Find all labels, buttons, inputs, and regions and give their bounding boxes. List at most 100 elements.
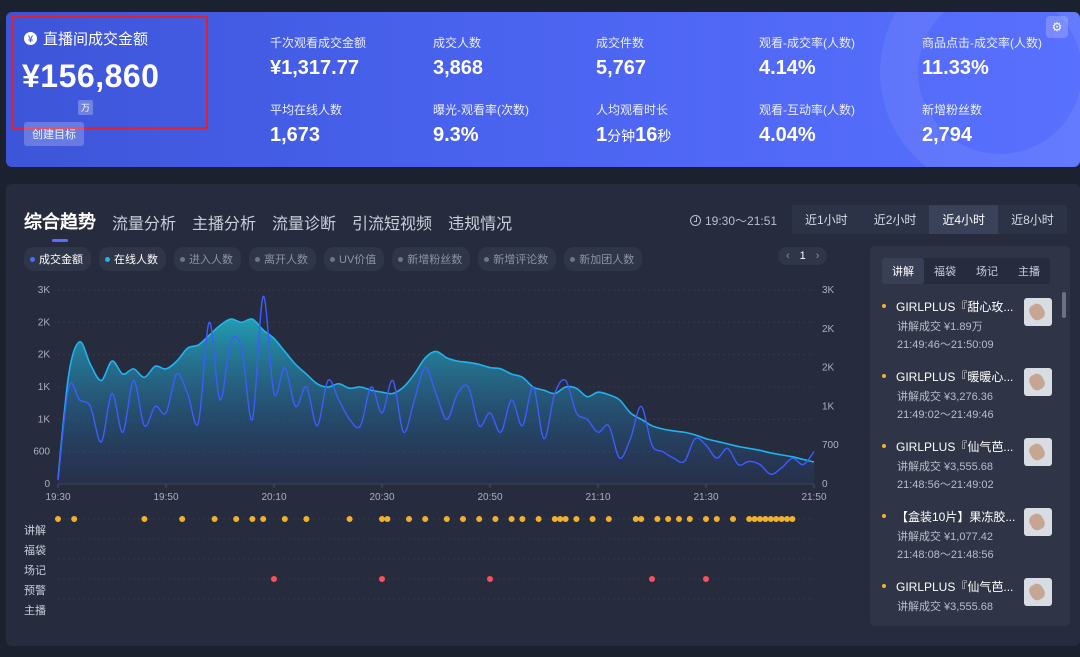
legend-chip[interactable]: 新增粉丝数 — [392, 247, 471, 271]
online-viewers-line — [57, 318, 815, 479]
legend-chip[interactable]: 离开人数 — [249, 247, 316, 271]
period-1h[interactable]: 近1小时 — [792, 205, 861, 234]
kpi-value: 4.04% — [759, 124, 816, 146]
legend-chip[interactable]: 新增评论数 — [478, 247, 557, 271]
y-left-tick-label: 600 — [33, 447, 50, 458]
item-bullet — [882, 374, 886, 378]
x-tick-label: 20:50 — [477, 492, 502, 503]
explain-marker — [632, 516, 639, 522]
tab-traffic-diagnosis[interactable]: 流量诊断 — [272, 216, 337, 233]
legend-chip[interactable]: 在线人数 — [99, 247, 166, 271]
tab-anchor-analysis[interactable]: 主播分析 — [192, 216, 257, 233]
legend-chip[interactable]: 新加团人数 — [564, 247, 643, 271]
legend-dot — [398, 256, 404, 262]
explain-sales: 讲解成交 ¥3,276.36 — [897, 391, 993, 403]
kpi-value: 5,767 — [596, 57, 647, 79]
main-kpi-value: ¥156,860 — [22, 58, 160, 94]
explain-marker — [789, 516, 796, 522]
kpi-label: 成交人数 — [433, 36, 482, 50]
main-kpi-highlight — [11, 16, 208, 129]
kpi-label: 平均在线人数 — [270, 103, 343, 117]
kpi-label: 成交件数 — [596, 36, 645, 50]
legend-chip[interactable]: UV价值 — [324, 247, 385, 271]
explain-marker — [573, 516, 580, 522]
tab-violations[interactable]: 违规情况 — [448, 216, 513, 233]
kpi-buyers: 成交人数 3,868 — [433, 34, 483, 80]
period-4h[interactable]: 近4小时 — [929, 205, 999, 234]
y-right-tick-label: 1K — [822, 401, 835, 412]
explain-marker — [55, 516, 61, 522]
y-left-tick-label: 2K — [38, 350, 51, 361]
explain-marker — [730, 516, 736, 522]
tab-short-video[interactable]: 引流短视频 — [352, 216, 433, 233]
product-name: 【盒装10片】果冻胶... — [896, 510, 1016, 524]
kpi-label: 人均观看时长 — [596, 103, 669, 117]
legend-chip[interactable]: 成交金额 — [24, 247, 91, 271]
kpi-value: 2,794 — [922, 124, 973, 146]
product-thumbnail — [1024, 368, 1052, 396]
kpi-avg-online: 平均在线人数 1,673 — [270, 101, 342, 147]
kpi-banner: ⚙ ¥ 直播间成交金额 ¥156,860 万 创建目标 千次观看成交金额 ¥1,… — [6, 12, 1080, 167]
explain-marker — [492, 516, 499, 522]
explain-marker — [249, 516, 256, 522]
trend-chart[interactable]: 0 600 1K 1K 2K 2K 3K 0 700 1K 2K 2K 3K 19:30 19:50 20:1… — [6, 276, 856, 616]
legend-dot — [105, 256, 110, 262]
explain-time: 21:49:46～21:50:09 — [897, 339, 994, 351]
side-scrollbar[interactable] — [1062, 292, 1066, 318]
explain-marker — [281, 516, 288, 522]
period-2h[interactable]: 近2小时 — [860, 205, 930, 234]
explain-sales: 讲解成交 ¥1.89万 — [897, 321, 983, 333]
explain-marker — [233, 516, 240, 522]
product-name: GIRLPLUS『暖暖心... — [896, 370, 1014, 384]
explain-marker — [605, 516, 612, 522]
explain-marker — [551, 516, 558, 522]
explain-side-panel: 讲解 福袋 场记 主播 GIRLPLUS『甜心玫... 讲解成交 ¥1.89万 … — [870, 246, 1070, 626]
explain-marker — [665, 516, 672, 522]
side-tab-notes[interactable]: 场记 — [976, 266, 998, 278]
tab-overall-trend[interactable]: 综合趋势 — [24, 208, 96, 242]
kpi-label: 千次观看成交金额 — [270, 36, 367, 50]
explain-marker — [141, 516, 148, 522]
side-tab-explain[interactable]: 讲解 — [882, 258, 924, 284]
explain-time: 21:48:08～21:48:56 — [897, 549, 994, 561]
explain-marker — [384, 516, 391, 522]
side-tab-lucky-bag[interactable]: 福袋 — [934, 266, 956, 278]
explain-marker — [535, 516, 542, 522]
create-target-button[interactable]: 创建目标 — [24, 122, 84, 146]
prev-page-button[interactable]: ‹ — [786, 250, 790, 262]
x-tick-label: 21:30 — [693, 492, 718, 503]
explain-marker — [773, 516, 780, 522]
y-right-tick-label: 2K — [822, 324, 835, 335]
legend-label: 成交金额 — [39, 254, 83, 266]
next-page-button[interactable]: › — [815, 250, 820, 262]
product-thumbnail — [1024, 508, 1052, 536]
y-right-tick-label: 0 — [822, 479, 828, 490]
kpi-value: 1分钟16秒 — [596, 124, 671, 147]
side-tab-anchor[interactable]: 主播 — [1018, 266, 1040, 278]
kpi-label: 新增粉丝数 — [922, 103, 983, 117]
explain-marker — [211, 516, 218, 522]
time-range: 19:30～21:51 — [690, 212, 777, 229]
explain-marker — [638, 516, 645, 522]
x-tick-label: 20:30 — [369, 492, 394, 503]
kpi-label: 观看-成交率(人数) — [759, 36, 855, 50]
kpi-click-conversion: 商品点击-成交率(人数) 11.33% — [922, 34, 1042, 80]
legend-label: 在线人数 — [114, 254, 158, 266]
explain-marker — [686, 516, 693, 522]
explain-marker — [303, 516, 310, 522]
kpi-value-minutes: 1 — [596, 124, 608, 146]
legend-chip[interactable]: 进入人数 — [174, 247, 241, 271]
yen-icon: ¥ — [24, 32, 37, 45]
explain-marker — [757, 516, 763, 522]
period-8h[interactable]: 近8小时 — [998, 205, 1067, 234]
product-name: GIRLPLUS『甜心玫... — [896, 300, 1014, 314]
time-range-text: 19:30～21:51 — [705, 214, 778, 228]
tab-traffic-analysis[interactable]: 流量分析 — [112, 216, 177, 233]
settings-gear-icon[interactable]: ⚙ — [1046, 16, 1068, 38]
kpi-value: 4.14% — [759, 57, 816, 79]
legend-dot — [255, 256, 260, 262]
explain-marker — [379, 516, 385, 522]
legend-dot — [30, 256, 35, 262]
warning-marker — [379, 576, 385, 582]
kpi-label: 商品点击-成交率(人数) — [922, 36, 1042, 50]
